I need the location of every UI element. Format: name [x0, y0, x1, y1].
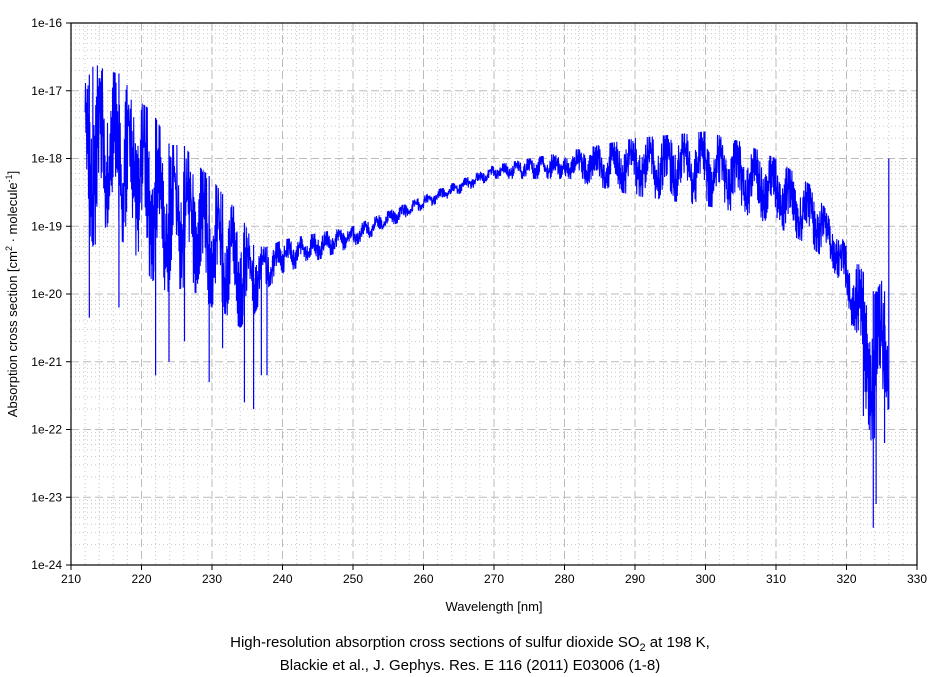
- x-tick-label: 290: [625, 572, 645, 586]
- y-tick-label: 1e-18: [31, 152, 62, 166]
- x-tick-label: 270: [484, 572, 504, 586]
- x-tick-label: 300: [695, 572, 715, 586]
- y-tick-label: 1e-16: [31, 16, 62, 30]
- y-tick-label: 1e-17: [31, 84, 62, 98]
- x-tick-label: 240: [272, 572, 292, 586]
- y-tick-label: 1e-24: [31, 558, 62, 572]
- x-tick-label: 250: [343, 572, 363, 586]
- x-tick-label: 210: [61, 572, 81, 586]
- grid: [71, 23, 917, 565]
- y-axis-label: Absorption cross section [cm2 · molecule…: [4, 171, 20, 417]
- x-tick-label: 260: [413, 572, 433, 586]
- x-tick-label: 280: [554, 572, 574, 586]
- x-tick-label: 220: [131, 572, 151, 586]
- chart-title-line1: High-resolution absorption cross section…: [230, 634, 710, 654]
- y-tick-label: 1e-19: [31, 219, 62, 233]
- y-tick-label: 1e-21: [31, 355, 62, 369]
- spectrum-line: [84, 65, 889, 441]
- x-tick-label: 330: [907, 572, 927, 586]
- chart-title-line2: Blackie et al., J. Gephys. Res. E 116 (2…: [279, 657, 661, 674]
- x-tick-label: 230: [202, 572, 222, 586]
- y-tick-label: 1e-23: [31, 490, 62, 504]
- x-axis-label: Wavelength [nm]: [445, 599, 542, 614]
- plot-area: [84, 65, 890, 528]
- y-tick-label: 1e-20: [31, 287, 62, 301]
- y-tick-label: 1e-22: [31, 423, 62, 437]
- x-tick-label: 320: [836, 572, 856, 586]
- tick-labels: 210 220 230 240 250 260 270 280 290 300 310 320 330 1…: [31, 16, 927, 586]
- x-tick-label: 310: [766, 572, 786, 586]
